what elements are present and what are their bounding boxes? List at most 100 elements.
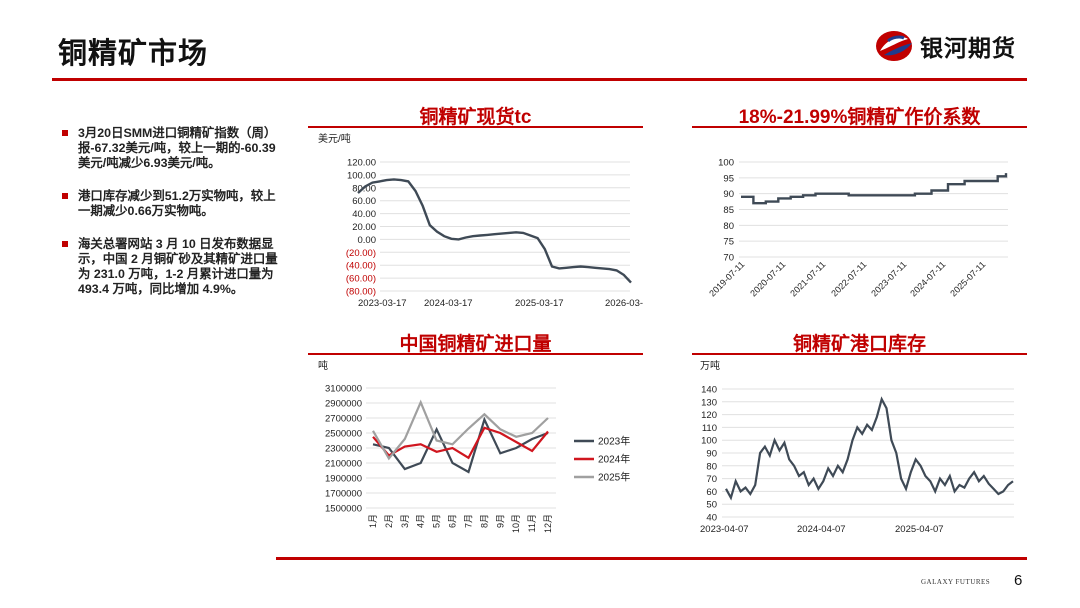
bottom-divider: [276, 557, 1027, 560]
x-tick-label: 2025-04-07: [895, 524, 944, 535]
y-tick-label: (80.00): [346, 287, 376, 298]
y-tick-label: 60.00: [352, 196, 376, 207]
series-line-coef: [741, 173, 1008, 205]
chart-title-rule: [692, 126, 1027, 128]
x-tick-label: 9月: [495, 514, 505, 528]
series-line-tc: [357, 178, 632, 284]
y-tick-label: 120: [701, 410, 717, 421]
bullet-text: 海关总署网站 3 月 10 日发布数据显示，中国 2 月铜矿砂及其精矿进口量为 …: [78, 237, 278, 296]
series-line-2023年: [372, 416, 549, 474]
y-tick-label: 80: [723, 221, 734, 232]
page-title: 铜精矿市场: [58, 38, 209, 70]
y-tick-label: 90: [706, 449, 717, 460]
y-tick-label: 2500000: [325, 429, 362, 440]
legend-label: 2023年: [598, 435, 630, 448]
y-tick-label: 0.00: [358, 235, 377, 246]
y-tick-label: 80: [706, 461, 717, 472]
x-tick-label: 2021-07-11: [788, 259, 827, 298]
x-tick-label: 10月: [511, 514, 521, 533]
chart-title-imports: 中国铜精矿进口量: [399, 334, 552, 355]
x-tick-label: 11月: [527, 514, 537, 532]
brand-logo: 银河期货: [874, 29, 1016, 63]
x-tick-label: 2020-07-11: [748, 259, 787, 298]
x-tick-label: 2024-04-07: [797, 524, 846, 535]
x-tick-label: 6月: [448, 514, 458, 528]
bullet-square-icon: [62, 193, 68, 199]
bullet-item: 港口库存减少到51.2万实物吨，较上一期减少0.66万实物吨。: [62, 189, 282, 219]
x-tick-label: 3月: [400, 514, 410, 528]
y-tick-label: 40: [706, 513, 717, 524]
x-tick-label: 7月: [463, 514, 473, 528]
brand-name: 银河期货: [920, 35, 1016, 61]
y-tick-label: 1900000: [325, 474, 362, 485]
y-tick-label: 60: [706, 487, 717, 498]
y-axis-label: 美元/吨: [318, 132, 351, 145]
x-tick-label: 8月: [479, 514, 489, 528]
chart-title-coef: 18%-21.99%铜精矿作价系数: [738, 107, 981, 128]
bullet-square-icon: [62, 130, 68, 136]
y-tick-label: 140: [701, 385, 717, 396]
x-tick-label: 4月: [416, 514, 426, 528]
x-tick-label: 2月: [384, 514, 394, 528]
bullet-text: 3月20日SMM进口铜精矿指数（周）报-67.32美元/吨，较上一期的-60.3…: [78, 126, 277, 170]
y-axis-label: 万吨: [700, 359, 720, 372]
y-tick-label: 95: [723, 173, 734, 184]
y-axis-label: 吨: [318, 359, 328, 372]
series-line-inventory: [725, 396, 1014, 501]
x-tick-label: 1月: [368, 514, 378, 528]
y-tick-label: 3100000: [325, 384, 362, 395]
galaxy-logo-icon: [876, 31, 912, 61]
x-tick-label: 2026-03-: [605, 298, 643, 309]
x-tick-label: 2019-07-11: [707, 259, 746, 298]
y-tick-label: 130: [701, 397, 717, 408]
footer-brand: GALAXY FUTURES: [921, 578, 991, 586]
bullet-text: 港口库存减少到51.2万实物吨，较上一期减少0.66万实物吨。: [78, 189, 276, 218]
chart-title-rule: [692, 353, 1027, 355]
y-tick-label: 50: [706, 500, 717, 511]
page-number: 6: [1014, 572, 1023, 589]
bullet-list: 3月20日SMM进口铜精矿指数（周）报-67.32美元/吨，较上一期的-60.3…: [62, 126, 282, 315]
y-tick-label: (60.00): [346, 274, 376, 285]
x-tick-label: 2024-03-17: [424, 298, 473, 309]
chart-title-rule: [308, 353, 643, 355]
x-tick-label: 2022-07-11: [829, 259, 868, 298]
bullet-item: 3月20日SMM进口铜精矿指数（周）报-67.32美元/吨，较上一期的-60.3…: [62, 126, 282, 171]
y-tick-label: 2900000: [325, 399, 362, 410]
y-tick-label: 40.00: [352, 209, 376, 220]
y-tick-label: 1500000: [325, 504, 362, 515]
chart-title-tc: 铜精矿现货tc: [419, 107, 532, 128]
y-tick-label: 20.00: [352, 222, 376, 233]
y-tick-label: 100.00: [347, 170, 376, 181]
y-tick-label: 110: [702, 423, 717, 434]
x-tick-label: 2024-07-11: [908, 259, 947, 298]
x-tick-label: 12月: [543, 514, 553, 533]
y-tick-label: 85: [723, 205, 734, 216]
y-tick-label: (20.00): [346, 248, 376, 259]
series-line-2024年: [372, 426, 549, 460]
y-tick-label: 2100000: [325, 459, 362, 470]
x-tick-label: 2023-03-17: [358, 298, 407, 309]
legend-label: 2024年: [598, 453, 630, 466]
y-tick-label: 100: [718, 158, 734, 169]
x-tick-label: 2023-04-07: [700, 524, 749, 535]
x-tick-label: 5月: [432, 514, 442, 528]
y-tick-label: 100: [701, 436, 717, 447]
legend-label: 2025年: [598, 471, 630, 484]
chart-title-inventory: 铜精矿港口库存: [792, 334, 926, 355]
y-tick-label: (40.00): [346, 261, 376, 272]
x-tick-label: 2025-07-11: [948, 259, 987, 298]
bullet-item: 海关总署网站 3 月 10 日发布数据显示，中国 2 月铜矿砂及其精矿进口量为 …: [62, 237, 282, 297]
chart-title-rule: [308, 126, 643, 128]
series-line-2025年: [372, 399, 549, 461]
y-tick-label: 1700000: [325, 489, 362, 500]
y-tick-label: 70: [706, 474, 717, 485]
x-tick-label: 2023-07-11: [869, 259, 908, 298]
y-tick-label: 90: [723, 189, 734, 200]
top-divider: [52, 78, 1027, 81]
y-tick-label: 70: [723, 253, 734, 264]
y-tick-label: 120.00: [347, 158, 376, 169]
x-tick-label: 2025-03-17: [515, 298, 564, 309]
y-tick-label: 75: [723, 237, 734, 248]
y-tick-label: 2300000: [325, 444, 362, 455]
